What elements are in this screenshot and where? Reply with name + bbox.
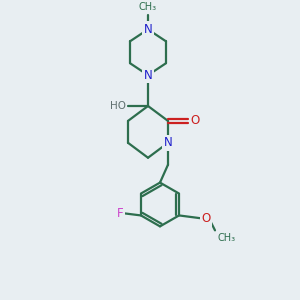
Text: N: N: [144, 69, 152, 82]
Text: HO: HO: [110, 101, 126, 111]
Text: CH₃: CH₃: [217, 233, 235, 243]
Text: O: O: [201, 212, 211, 225]
Text: O: O: [190, 114, 200, 128]
Text: N: N: [164, 136, 172, 149]
Text: F: F: [117, 207, 123, 220]
Text: N: N: [144, 23, 152, 36]
Text: CH₃: CH₃: [139, 2, 157, 13]
